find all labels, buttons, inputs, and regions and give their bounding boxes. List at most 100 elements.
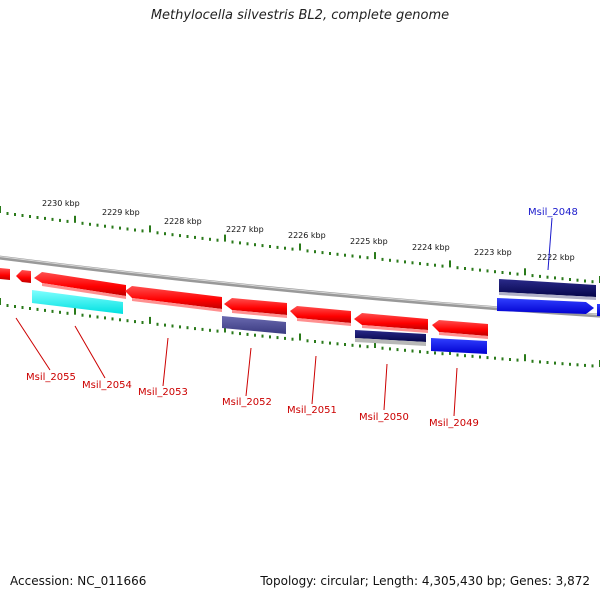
minor-tick <box>336 342 339 346</box>
scale-tick-label: 2228 kbp <box>164 217 202 226</box>
gene-msil-2053-glyph <box>125 286 222 312</box>
gene-msil-2056-glyph <box>0 268 10 280</box>
minor-tick <box>284 336 286 340</box>
major-tick <box>224 325 226 333</box>
inner-ticks <box>0 298 600 368</box>
gene-msil-2052-glyph <box>224 298 287 318</box>
minor-tick <box>59 310 61 314</box>
minor-tick <box>554 276 556 280</box>
minor-tick <box>231 240 234 244</box>
minor-tick <box>471 267 474 271</box>
minor-tick <box>329 341 331 345</box>
major-tick <box>449 260 451 268</box>
scale-tick-label: 2223 kbp <box>474 248 512 257</box>
minor-tick <box>216 329 219 333</box>
minor-tick <box>411 349 414 353</box>
gene-msil-2055-glyph <box>16 270 31 283</box>
minor-tick <box>464 354 466 358</box>
minor-tick <box>36 216 39 219</box>
minor-tick <box>419 350 421 354</box>
major-tick <box>524 354 526 362</box>
major-tick <box>374 252 376 260</box>
major-tick <box>0 206 1 213</box>
minor-tick <box>209 328 211 332</box>
minor-tick <box>246 332 249 336</box>
minor-tick <box>111 317 114 321</box>
minor-tick <box>419 262 421 266</box>
gene-label-msil-2048: Msil_2048 <box>528 207 578 218</box>
minor-tick <box>164 232 166 236</box>
gene-label-msil-2049: Msil_2049 <box>429 418 479 429</box>
minor-tick <box>141 321 144 324</box>
minor-tick <box>96 223 99 227</box>
major-tick <box>299 243 301 251</box>
minor-tick <box>546 275 549 279</box>
minor-tick <box>66 219 69 223</box>
scale-tick-label: 2226 kbp <box>288 231 326 240</box>
scale-tick-label: 2230 kbp <box>42 199 80 208</box>
minor-tick <box>111 225 114 229</box>
minor-tick <box>434 351 436 355</box>
gene-label-msil-2055: Msil_2055 <box>26 372 76 383</box>
minor-tick <box>81 221 84 225</box>
gene-msil-2054b-glyph <box>32 290 123 314</box>
accession-label: Accession: NC_011666 <box>10 574 147 588</box>
minor-tick <box>494 270 496 274</box>
minor-tick <box>239 241 241 245</box>
minor-tick <box>381 346 384 350</box>
gene-msil-2049-glyph <box>432 320 488 339</box>
minor-tick <box>59 218 61 222</box>
minor-tick <box>104 224 106 228</box>
minor-tick <box>426 350 429 354</box>
minor-tick <box>21 214 24 217</box>
minor-tick <box>314 340 316 343</box>
minor-tick <box>44 308 46 312</box>
minor-tick <box>441 352 444 356</box>
major-tick <box>0 298 1 305</box>
minor-tick <box>51 217 54 221</box>
minor-tick <box>584 279 586 283</box>
minor-tick <box>29 307 31 310</box>
gene-label-msil-2052: Msil_2052 <box>222 397 272 408</box>
major-tick <box>149 316 151 324</box>
gene-msil-2049b-glyph <box>431 338 487 354</box>
gene-msil-2050b-glyph <box>355 330 426 346</box>
minor-tick <box>134 228 136 232</box>
minor-tick <box>381 257 384 261</box>
minor-tick <box>119 318 121 322</box>
genome-stats: Topology: circular; Length: 4,305,430 bp… <box>260 574 590 588</box>
minor-tick <box>254 333 256 337</box>
minor-tick <box>486 356 489 360</box>
major-tick <box>149 225 151 233</box>
minor-tick <box>434 263 436 267</box>
minor-tick <box>81 313 84 317</box>
minor-tick <box>531 274 534 278</box>
minor-tick <box>21 306 24 309</box>
minor-tick <box>269 245 271 248</box>
minor-tick <box>359 255 361 259</box>
minor-tick <box>516 272 519 276</box>
minor-tick <box>464 267 466 270</box>
scale-tick-label: 2224 kbp <box>412 243 450 252</box>
minor-tick <box>276 245 279 249</box>
minor-tick <box>396 259 399 263</box>
scale-ticks <box>0 206 600 284</box>
minor-tick <box>306 339 309 343</box>
gene-msil-2050-glyph <box>354 313 428 333</box>
minor-tick <box>216 238 219 242</box>
minor-tick <box>36 307 39 311</box>
minor-tick <box>591 364 594 368</box>
minor-tick <box>336 252 339 256</box>
minor-tick <box>389 347 391 351</box>
minor-tick <box>366 256 369 260</box>
minor-tick <box>156 231 159 235</box>
minor-tick <box>404 260 406 264</box>
minor-tick <box>389 258 391 262</box>
major-tick <box>74 307 76 315</box>
minor-tick <box>66 311 69 315</box>
minor-tick <box>6 212 9 215</box>
minor-tick <box>201 236 204 240</box>
minor-tick <box>561 277 564 281</box>
scale-tick-label: 2222 kbp <box>537 253 575 262</box>
